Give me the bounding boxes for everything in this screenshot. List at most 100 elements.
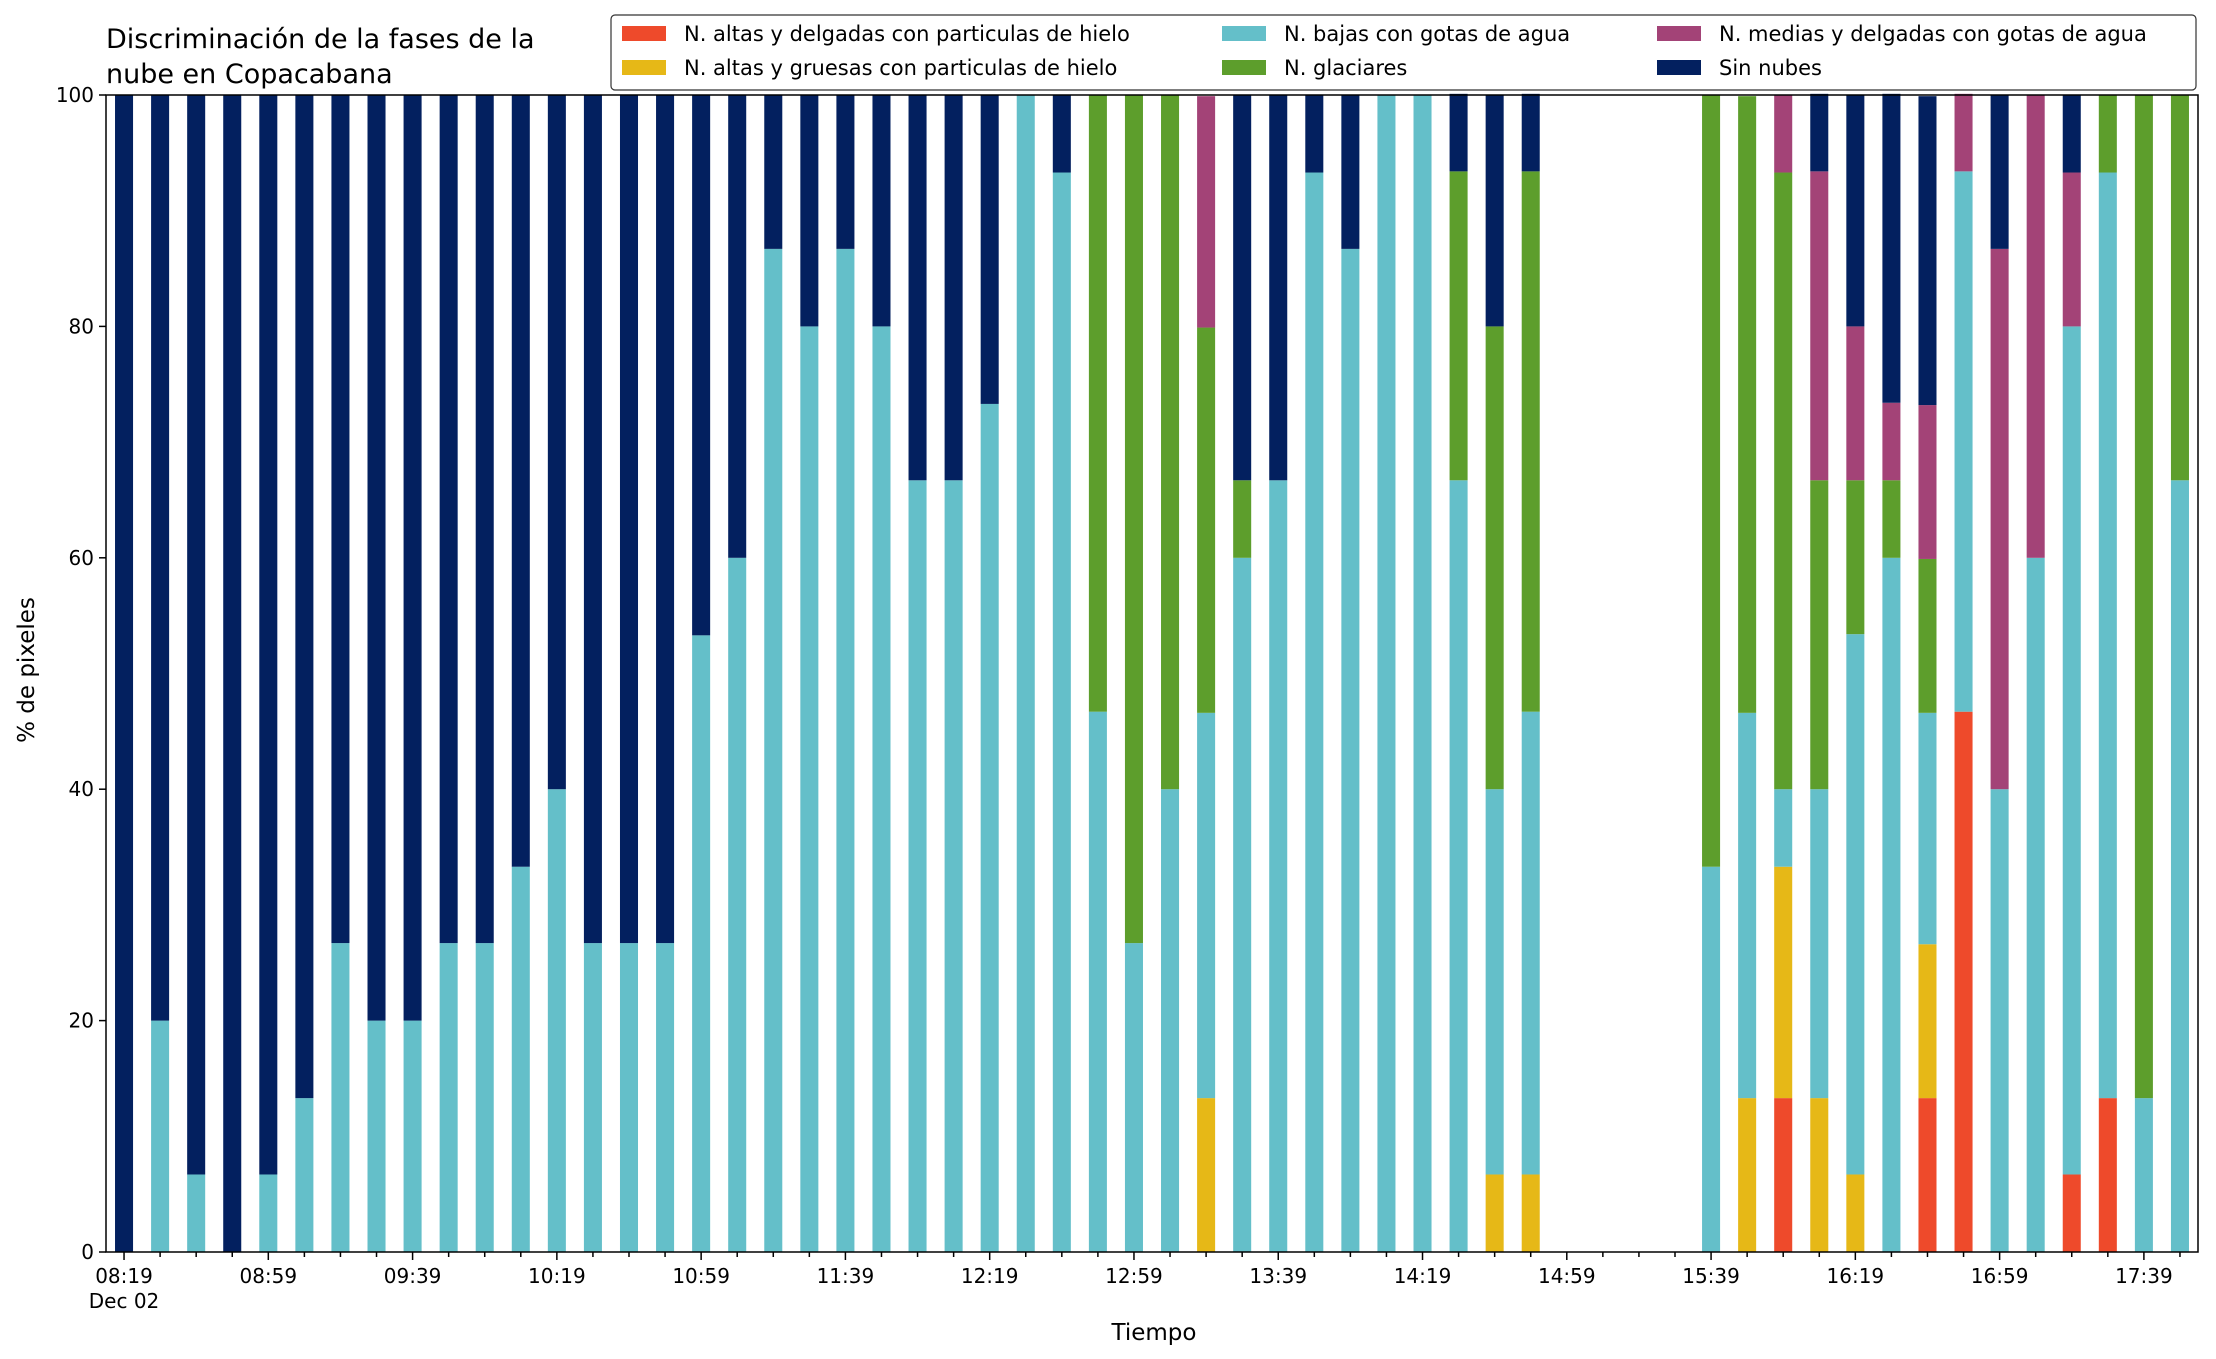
bar-segment [1882, 557, 1901, 1252]
bar-segment [1088, 95, 1107, 712]
x-axis-label: Tiempo [1111, 1320, 1197, 1346]
bar-segment [619, 95, 639, 944]
bar-segment [1052, 172, 1071, 1252]
bar-segment [619, 943, 639, 1252]
bar-segment [908, 480, 927, 1252]
bar-segment [1341, 95, 1360, 249]
bar-segment [836, 95, 855, 249]
bar-segment [1521, 1174, 1540, 1252]
bar-segment [1016, 95, 1035, 1252]
bar-segment [2098, 95, 2117, 173]
bar-segment [259, 1174, 278, 1252]
legend-swatch [622, 60, 666, 75]
x-tick-label: 12:59 [1105, 1264, 1163, 1288]
bar-segment [1124, 95, 1143, 944]
x-tick-label: 17:39 [2115, 1264, 2173, 1288]
bar-segment [2098, 1098, 2117, 1252]
bar-segment [331, 943, 350, 1252]
bar-segment [1918, 405, 1937, 559]
legend-swatch [1222, 26, 1266, 41]
legend-swatch [1657, 26, 1701, 41]
bar-segment [1485, 1174, 1504, 1252]
y-tick-label: 60 [69, 546, 94, 570]
x-tick-label: 08:19 [95, 1264, 153, 1288]
bar-segment [1521, 93, 1540, 172]
x-tick-label: 15:39 [1682, 1264, 1740, 1288]
x-tick-label: 08:59 [239, 1264, 297, 1288]
bar-segment [2062, 95, 2081, 173]
bar-segment [1918, 712, 1937, 945]
bar-segment [1738, 1098, 1757, 1252]
bar-segment [2026, 557, 2045, 1252]
y-axis: 0 20 40 60 80 100 [56, 83, 106, 1264]
bar-segment [908, 95, 927, 481]
x-tick-label: 10:59 [672, 1264, 730, 1288]
bar-segment [223, 95, 242, 1252]
bar-segment [1052, 95, 1071, 173]
bar-segment [439, 95, 458, 944]
bar-segment [944, 95, 963, 481]
bar-segment [1990, 248, 2009, 790]
bar-segment [1846, 326, 1865, 481]
bar-segment [1738, 712, 1757, 1099]
bar-segment [439, 943, 458, 1252]
bar-segment [1197, 1098, 1216, 1252]
bar-segment [764, 95, 783, 249]
legend-label: N. altas y gruesas con particulas de hie… [684, 56, 1117, 80]
bar-segment [1810, 1098, 1829, 1252]
x-tick-label: 11:39 [817, 1264, 875, 1288]
bar-segment [692, 635, 711, 1252]
x-tick-label: 14:19 [1394, 1264, 1452, 1288]
bar-segment [1774, 1098, 1793, 1252]
bar-segment [583, 943, 602, 1252]
bar-segment [980, 403, 999, 1252]
x-tick-label: 16:19 [1827, 1264, 1885, 1288]
bar-segment [1449, 93, 1468, 172]
bar-segment [1810, 171, 1829, 481]
bar-segment [1846, 1174, 1865, 1252]
bar-segment [511, 95, 530, 867]
bar-segment [1846, 634, 1865, 1175]
bar-segment [1918, 96, 1937, 406]
bar-segment [728, 95, 747, 558]
bar-segment [367, 1020, 386, 1252]
bar-segment [2170, 95, 2189, 481]
y-tick-label: 20 [69, 1009, 94, 1033]
chart-title-line-2: nube en Copacabana [106, 59, 393, 90]
bar-segment [1774, 95, 1793, 173]
bar-segment [1449, 171, 1468, 481]
bar-segment [2134, 1098, 2153, 1252]
legend-label: N. bajas con gotas de agua [1284, 22, 1570, 46]
bar-segment [1882, 93, 1901, 403]
bar-segment [2134, 95, 2153, 1099]
bar-segment [1197, 96, 1216, 328]
bar-segment [1269, 480, 1288, 1252]
bar-segment [295, 95, 314, 1099]
bar-segment [1954, 171, 1973, 712]
bar-segment [1702, 95, 1721, 867]
bar-segment [1918, 1098, 1937, 1252]
bar-segment [1161, 95, 1180, 790]
bar-segment [1810, 93, 1829, 172]
bar-segment [1124, 943, 1143, 1252]
bar-segment [1882, 480, 1901, 558]
bar-segment [2026, 95, 2045, 558]
bar-segment [259, 95, 278, 1175]
bar-segment [1305, 172, 1324, 1252]
legend-label: N. altas y delgadas con particulas de hi… [684, 22, 1130, 46]
bar-segment [1810, 480, 1829, 790]
bar-segment [1485, 95, 1504, 327]
legend-swatch [622, 26, 666, 41]
bar-segment [2062, 172, 2081, 327]
bar-segment [403, 95, 422, 1021]
bars-layer [115, 93, 2189, 1252]
bar-segment [1449, 480, 1468, 1252]
bar-segment [1269, 95, 1288, 481]
bar-segment [367, 95, 386, 1021]
bar-segment [1774, 172, 1793, 790]
bar-segment [1485, 789, 1504, 1175]
bar-segment [511, 866, 530, 1252]
bar-segment [1918, 558, 1937, 713]
